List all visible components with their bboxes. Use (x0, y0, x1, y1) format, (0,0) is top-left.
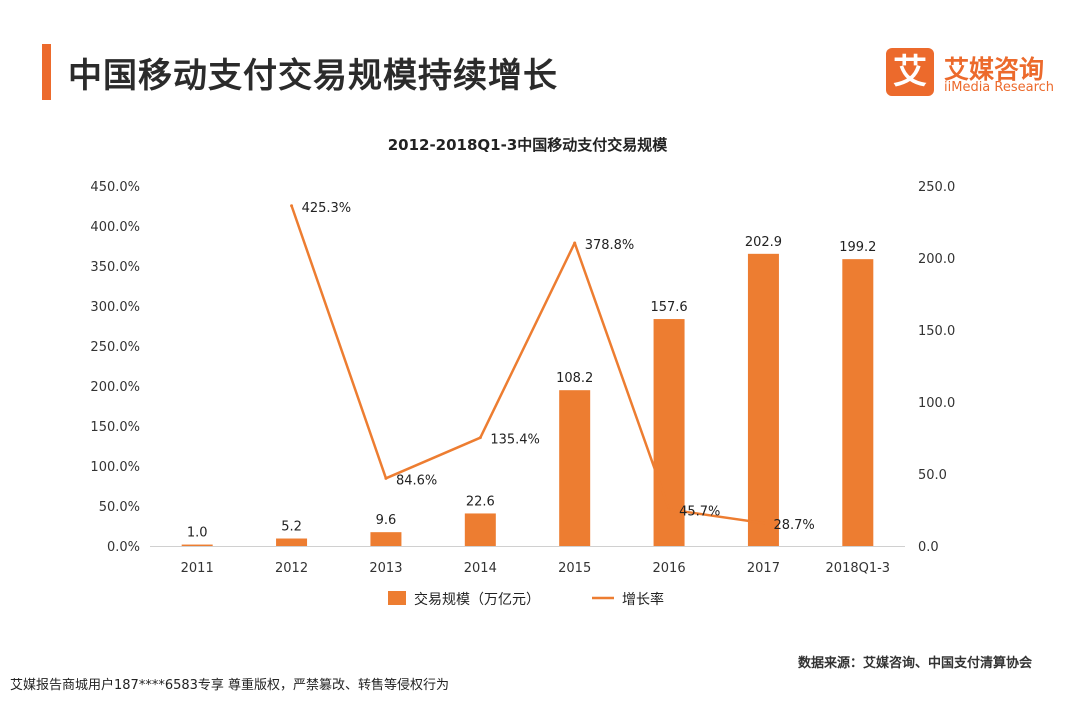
y-left-tick-label: 200.0% (90, 380, 140, 395)
y-left-tick-label: 350.0% (90, 260, 140, 275)
bar-data-label: 22.6 (466, 494, 495, 509)
page-title: 中国移动支付交易规模持续增长 (68, 56, 558, 96)
bar-data-label: 9.6 (376, 513, 397, 528)
copyright-footer: 艾媒报告商城用户187****6583专享 尊重版权，严禁篡改、转售等侵权行为 (10, 678, 450, 693)
x-tick-label: 2013 (369, 561, 402, 576)
bar-data-label: 1.0 (187, 526, 208, 541)
legend-swatch-bar (388, 591, 406, 605)
growth-rate-line (290, 205, 764, 525)
chart-title: 2012-2018Q1-3中国移动支付交易规模 (388, 136, 669, 154)
logo-name-cn: 艾媒咨询 (944, 55, 1045, 84)
y-right-tick-label: 100.0 (918, 396, 955, 411)
growth-rate-label: 135.4% (490, 433, 540, 448)
bar (559, 390, 591, 546)
y-left-tick-label: 50.0% (99, 500, 140, 515)
bar-data-label: 108.2 (556, 371, 593, 386)
y-left-tick-label: 300.0% (90, 300, 140, 315)
y-right-tick-label: 0.0 (918, 540, 939, 555)
y-left-tick-label: 450.0% (90, 180, 140, 195)
bar (370, 532, 402, 546)
bar (747, 253, 779, 546)
growth-rate-point (478, 436, 482, 440)
brand-logo: 艾 艾媒咨询 iiMedia Research (886, 46, 1066, 102)
growth-rate-label: 378.8% (585, 238, 635, 253)
x-tick-label: 2015 (558, 561, 591, 576)
growth-rate-point (290, 204, 294, 208)
bar (464, 513, 496, 546)
growth-rate-point (667, 507, 671, 511)
bar (181, 544, 213, 546)
x-tick-label: 2012 (275, 561, 308, 576)
y-left-tick-label: 250.0% (90, 340, 140, 355)
y-right-tick-label: 250.0 (918, 180, 955, 195)
x-tick-label: 2018Q1-3 (826, 561, 891, 576)
x-tick-label: 2017 (747, 561, 780, 576)
growth-rate-label: 45.7% (679, 504, 720, 519)
logo-name-en: iiMedia Research (944, 80, 1055, 95)
legend-label-line: 增长率 (622, 591, 664, 608)
y-left-tick-label: 100.0% (90, 460, 140, 475)
bar-data-label: 157.6 (650, 300, 687, 315)
growth-rate-label: 425.3% (302, 201, 352, 216)
legend-label-bar: 交易规模（万亿元） (414, 591, 540, 608)
y-right-tick-label: 200.0 (918, 252, 955, 267)
x-tick-label: 2016 (653, 561, 686, 576)
logo-icon: 艾 (886, 48, 934, 96)
bar-data-label: 5.2 (281, 520, 302, 535)
growth-rate-point (384, 476, 388, 480)
y-left-tick-label: 400.0% (90, 220, 140, 235)
x-tick-label: 2014 (464, 561, 497, 576)
growth-rate-label: 84.6% (396, 473, 437, 488)
y-right-tick-label: 150.0 (918, 324, 955, 339)
y-left-tick-label: 0.0% (107, 540, 140, 555)
growth-rate-label: 28.7% (773, 518, 814, 533)
growth-rate-point (573, 241, 577, 245)
y-right-tick-label: 50.0 (918, 468, 947, 483)
title-accent-bar (42, 44, 51, 100)
x-tick-label: 2011 (181, 561, 214, 576)
bar (276, 538, 308, 546)
y-left-tick-label: 150.0% (90, 420, 140, 435)
bar (842, 259, 874, 546)
bar-data-label: 199.2 (839, 240, 876, 255)
growth-rate-point (761, 521, 765, 525)
data-source-note: 数据来源：艾媒咨询、中国支付清算协会 (797, 656, 1032, 671)
bar-data-label: 202.9 (745, 235, 782, 250)
